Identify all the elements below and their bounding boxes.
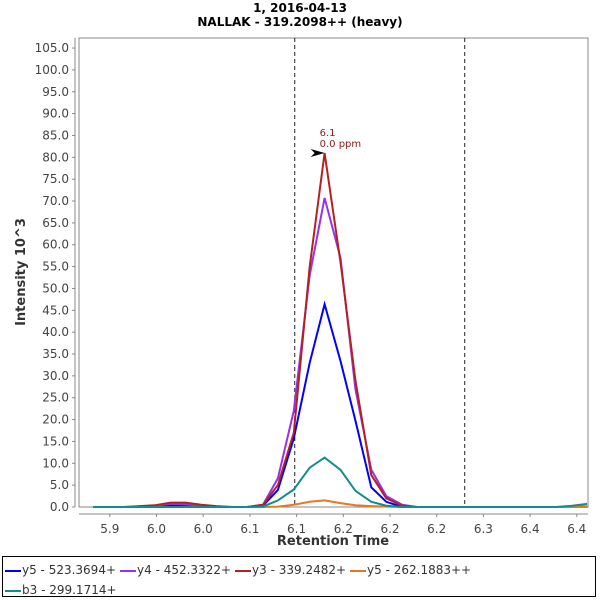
y-tick-label: 105.0 (35, 41, 69, 55)
y-tick-label: 50.0 (42, 281, 69, 295)
x-tick-label: 6.2 (334, 522, 353, 536)
y-tick-label: 30.0 (42, 369, 69, 383)
y-tick-label: 70.0 (42, 194, 69, 208)
legend-swatch (235, 569, 252, 572)
chart-title: 1, 2016-04-13 (253, 1, 347, 15)
y-tick-label: 15.0 (42, 434, 69, 448)
y-tick-label: 0.0 (50, 500, 69, 514)
legend-swatch (350, 569, 367, 572)
legend: y5 - 523.3694+ y4 - 452.3322+ y3 - 339.248… (2, 556, 596, 597)
x-tick-label: 6.0 (147, 522, 166, 536)
x-axis-label: Retention Time (277, 534, 389, 549)
legend-item: y5 - 523.3694+ (5, 560, 116, 580)
legend-label: y3 - 339.2482+ (252, 563, 347, 577)
y-tick-label: 35.0 (42, 347, 69, 361)
legend-label: y4 - 452.3322+ (137, 563, 232, 577)
y-tick-label: 85.0 (42, 128, 69, 142)
legend-item: y5 - 262.1883++ (350, 560, 471, 580)
x-tick-label: 5.9 (100, 522, 119, 536)
peak-annotation-text: 6.1 (320, 128, 336, 139)
y-axis-label: Intensity 10^3 (14, 218, 29, 326)
chart-subtitle: NALLAK - 319.2098++ (heavy) (197, 15, 403, 29)
legend-label: b3 - 299.1714+ (22, 583, 117, 597)
x-tick-label: 6.2 (380, 522, 399, 536)
y-tick-label: 20.0 (42, 413, 69, 427)
x-tick-label: 6.4 (521, 522, 540, 536)
y-tick-label: 10.0 (42, 456, 69, 470)
y-tick-label: 60.0 (42, 238, 69, 252)
y-tick-label: 95.0 (42, 85, 69, 99)
plot-area: 0.0 5.0 10.0 15.0 20.0 25.0 30.0 35.0 40.0 45.0 50… (14, 37, 589, 549)
series-line-4 (93, 456, 588, 508)
peak-annotation-text: 0.0 ppm (320, 139, 362, 150)
legend-item: y4 - 452.3322+ (120, 560, 231, 580)
y-tick-label: 65.0 (42, 216, 69, 230)
plot-frame (78, 37, 589, 508)
y-tick-label: 40.0 (42, 325, 69, 339)
legend-swatch (5, 569, 21, 572)
x-tick-label: 6.1 (240, 522, 259, 536)
y-tick-label: 75.0 (42, 172, 69, 186)
y-tick-label: 80.0 (42, 150, 69, 164)
y-tick-label: 100.0 (35, 63, 69, 77)
legend-item: y3 - 339.2482+ (235, 560, 346, 580)
x-tick-label: 6.2 (427, 522, 446, 536)
legend-label: y5 - 262.1883++ (367, 563, 472, 577)
legend-swatch (5, 589, 21, 592)
legend-label: y5 - 523.3694+ (22, 563, 117, 577)
y-tick-label: 90.0 (42, 107, 69, 121)
legend-item: b3 - 299.1714+ (5, 580, 117, 600)
x-tick-label: 6.4 (567, 522, 586, 536)
y-tick-label: 55.0 (42, 260, 69, 274)
y-tick-label: 25.0 (42, 391, 69, 405)
y-tick-label: 5.0 (50, 478, 69, 492)
peak-marker-arrow-icon (310, 148, 325, 157)
y-tick-label: 45.0 (42, 303, 69, 317)
x-tick-label: 6.3 (474, 522, 493, 536)
legend-swatch (120, 569, 137, 572)
x-tick-label: 6.1 (287, 522, 306, 536)
x-tick-label: 6.0 (194, 522, 213, 536)
